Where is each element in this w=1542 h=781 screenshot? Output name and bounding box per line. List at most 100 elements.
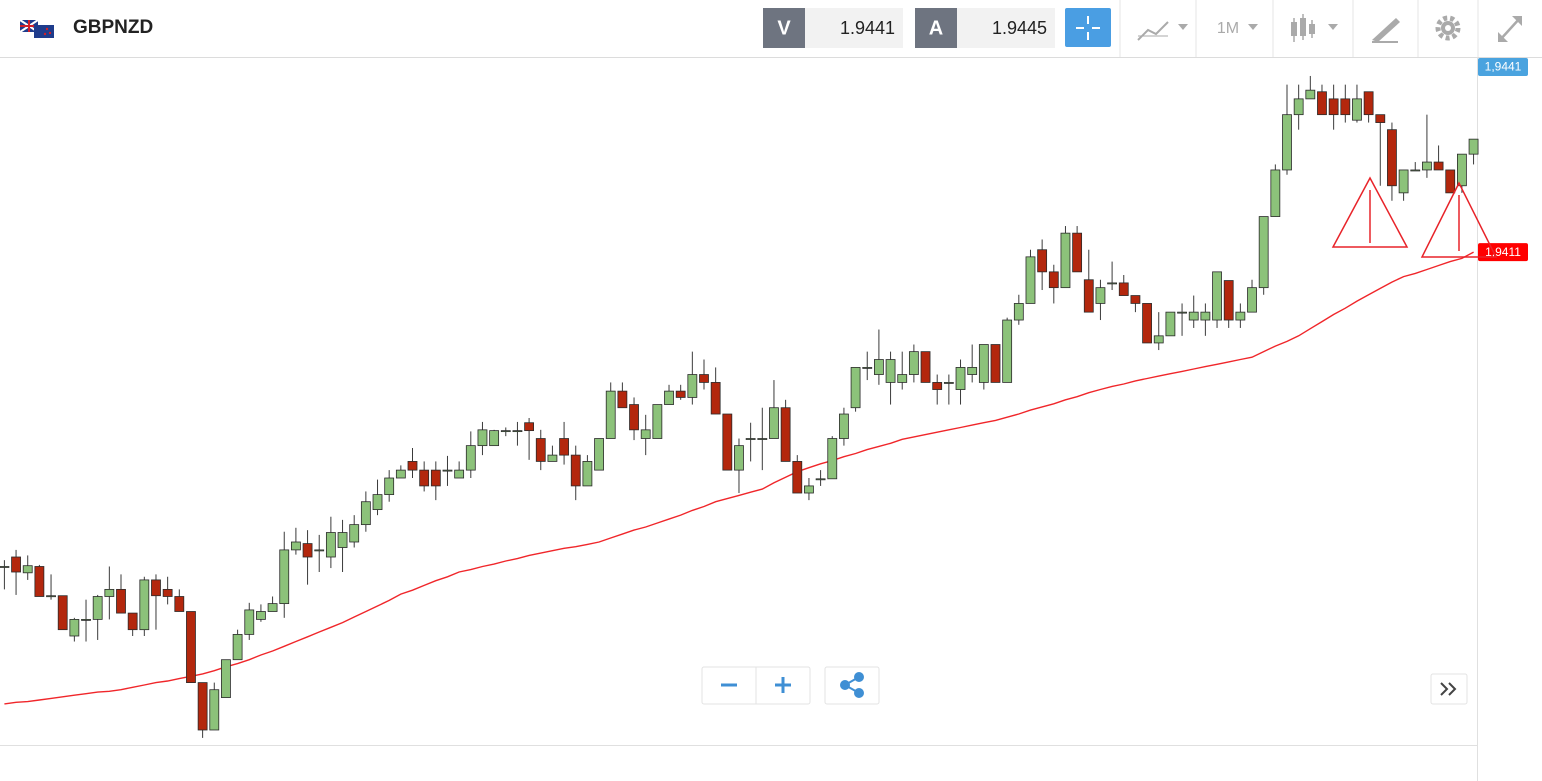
candle-body — [244, 609, 255, 635]
candle-body — [524, 422, 534, 432]
candle-body — [442, 469, 453, 472]
candle-body — [1422, 161, 1432, 171]
candle-body — [279, 549, 290, 605]
candle-body — [46, 595, 56, 598]
axes-layer: 1,9411 — [1478, 243, 1528, 262]
candle-body — [967, 367, 978, 375]
candle-body — [932, 382, 943, 390]
candle-body — [151, 579, 161, 597]
timeframe-button[interactable]: 1M — [1217, 20, 1239, 37]
zoom-in-button[interactable] — [775, 677, 791, 693]
candle-body — [605, 390, 616, 439]
candle-body — [1212, 271, 1222, 321]
candle-body — [104, 588, 115, 597]
symbol: GBPNZD — [73, 17, 153, 38]
price-marker: 1,9441 — [1478, 58, 1528, 76]
candle-body — [687, 374, 698, 398]
candle-body — [407, 461, 418, 471]
buy-label[interactable]: A — [929, 17, 943, 39]
indicator-button[interactable] — [1137, 21, 1188, 41]
share-button[interactable] — [824, 666, 880, 705]
fullscreen-button[interactable] — [1498, 16, 1522, 42]
candle-body — [617, 390, 628, 409]
candle-body — [1060, 232, 1071, 289]
candle-body — [1317, 91, 1327, 116]
candle-body — [1410, 169, 1421, 172]
candle-body — [1142, 303, 1152, 344]
candle-body — [116, 588, 126, 614]
candle-body — [22, 565, 33, 574]
buy-button[interactable] — [915, 8, 957, 48]
candle-body — [745, 438, 756, 440]
drawing-button[interactable] — [1372, 18, 1400, 43]
candle-body — [1025, 256, 1036, 304]
sell-label[interactable]: V — [777, 17, 791, 39]
candle-body — [815, 478, 826, 481]
candle-body — [221, 659, 231, 699]
candle-body — [1200, 311, 1211, 321]
candle-body — [500, 430, 511, 433]
candle-body — [337, 532, 348, 548]
candle-body — [512, 430, 523, 433]
candle-body — [69, 619, 80, 637]
sell-price[interactable]: 1.9441 — [840, 18, 895, 38]
candle-body — [908, 351, 919, 375]
sell-button[interactable] — [763, 8, 805, 48]
candle-body — [920, 351, 931, 383]
candle-body — [582, 461, 593, 487]
candle-body — [1468, 138, 1479, 155]
candle-body — [1293, 98, 1304, 116]
buy-price[interactable]: 1.9445 — [992, 18, 1047, 38]
candle-body — [1375, 114, 1386, 123]
candle-body — [1328, 98, 1339, 116]
candle-body — [34, 566, 45, 597]
buy-price-box[interactable] — [957, 8, 1055, 48]
candle-body — [232, 634, 243, 661]
crosshair-button[interactable] — [1065, 8, 1111, 47]
candle-body — [1258, 216, 1269, 289]
candle-body — [1398, 169, 1409, 194]
candle-body — [81, 619, 91, 621]
candle-body — [664, 390, 674, 405]
candle-body — [174, 596, 185, 612]
scroll-end-icon[interactable] — [1440, 682, 1457, 696]
candle-body — [1363, 91, 1374, 116]
candle-body — [314, 549, 325, 552]
candle-body — [384, 477, 395, 496]
candle-body — [1445, 169, 1456, 194]
sell-price-box[interactable] — [805, 8, 903, 48]
candle-body — [862, 367, 873, 369]
candle-body — [640, 429, 651, 439]
candle-body — [465, 445, 476, 471]
candle-body — [1083, 279, 1094, 313]
candle-body — [1433, 161, 1444, 171]
zoom-controls — [701, 666, 1468, 705]
timeframe-caret[interactable] — [1248, 24, 1258, 30]
candle-body — [559, 438, 569, 456]
candle-body — [1095, 287, 1106, 304]
candle-body — [0, 566, 10, 568]
candle-body — [1165, 311, 1176, 337]
share-icon[interactable] — [840, 672, 864, 698]
candle-body — [675, 390, 686, 398]
candle-body — [594, 438, 604, 471]
candle-body — [839, 413, 849, 439]
candle-body — [547, 454, 558, 462]
candle-body — [57, 595, 68, 631]
chart-type-button[interactable] — [1291, 14, 1338, 42]
candle-body — [874, 359, 884, 375]
candle-body — [769, 407, 779, 439]
candle-body — [325, 532, 336, 558]
moving-average-line — [4, 251, 1474, 705]
toolbar-separators — [1119, 0, 1479, 57]
scroll-end-button[interactable] — [1430, 673, 1468, 705]
candle-body — [1387, 129, 1397, 187]
candle-body — [209, 689, 220, 731]
candle-body — [885, 359, 896, 383]
candle-body — [267, 603, 278, 612]
candle-body — [757, 438, 768, 440]
settings-button[interactable] — [1435, 15, 1461, 41]
price-marker-label: 1,9441 — [1485, 60, 1522, 74]
